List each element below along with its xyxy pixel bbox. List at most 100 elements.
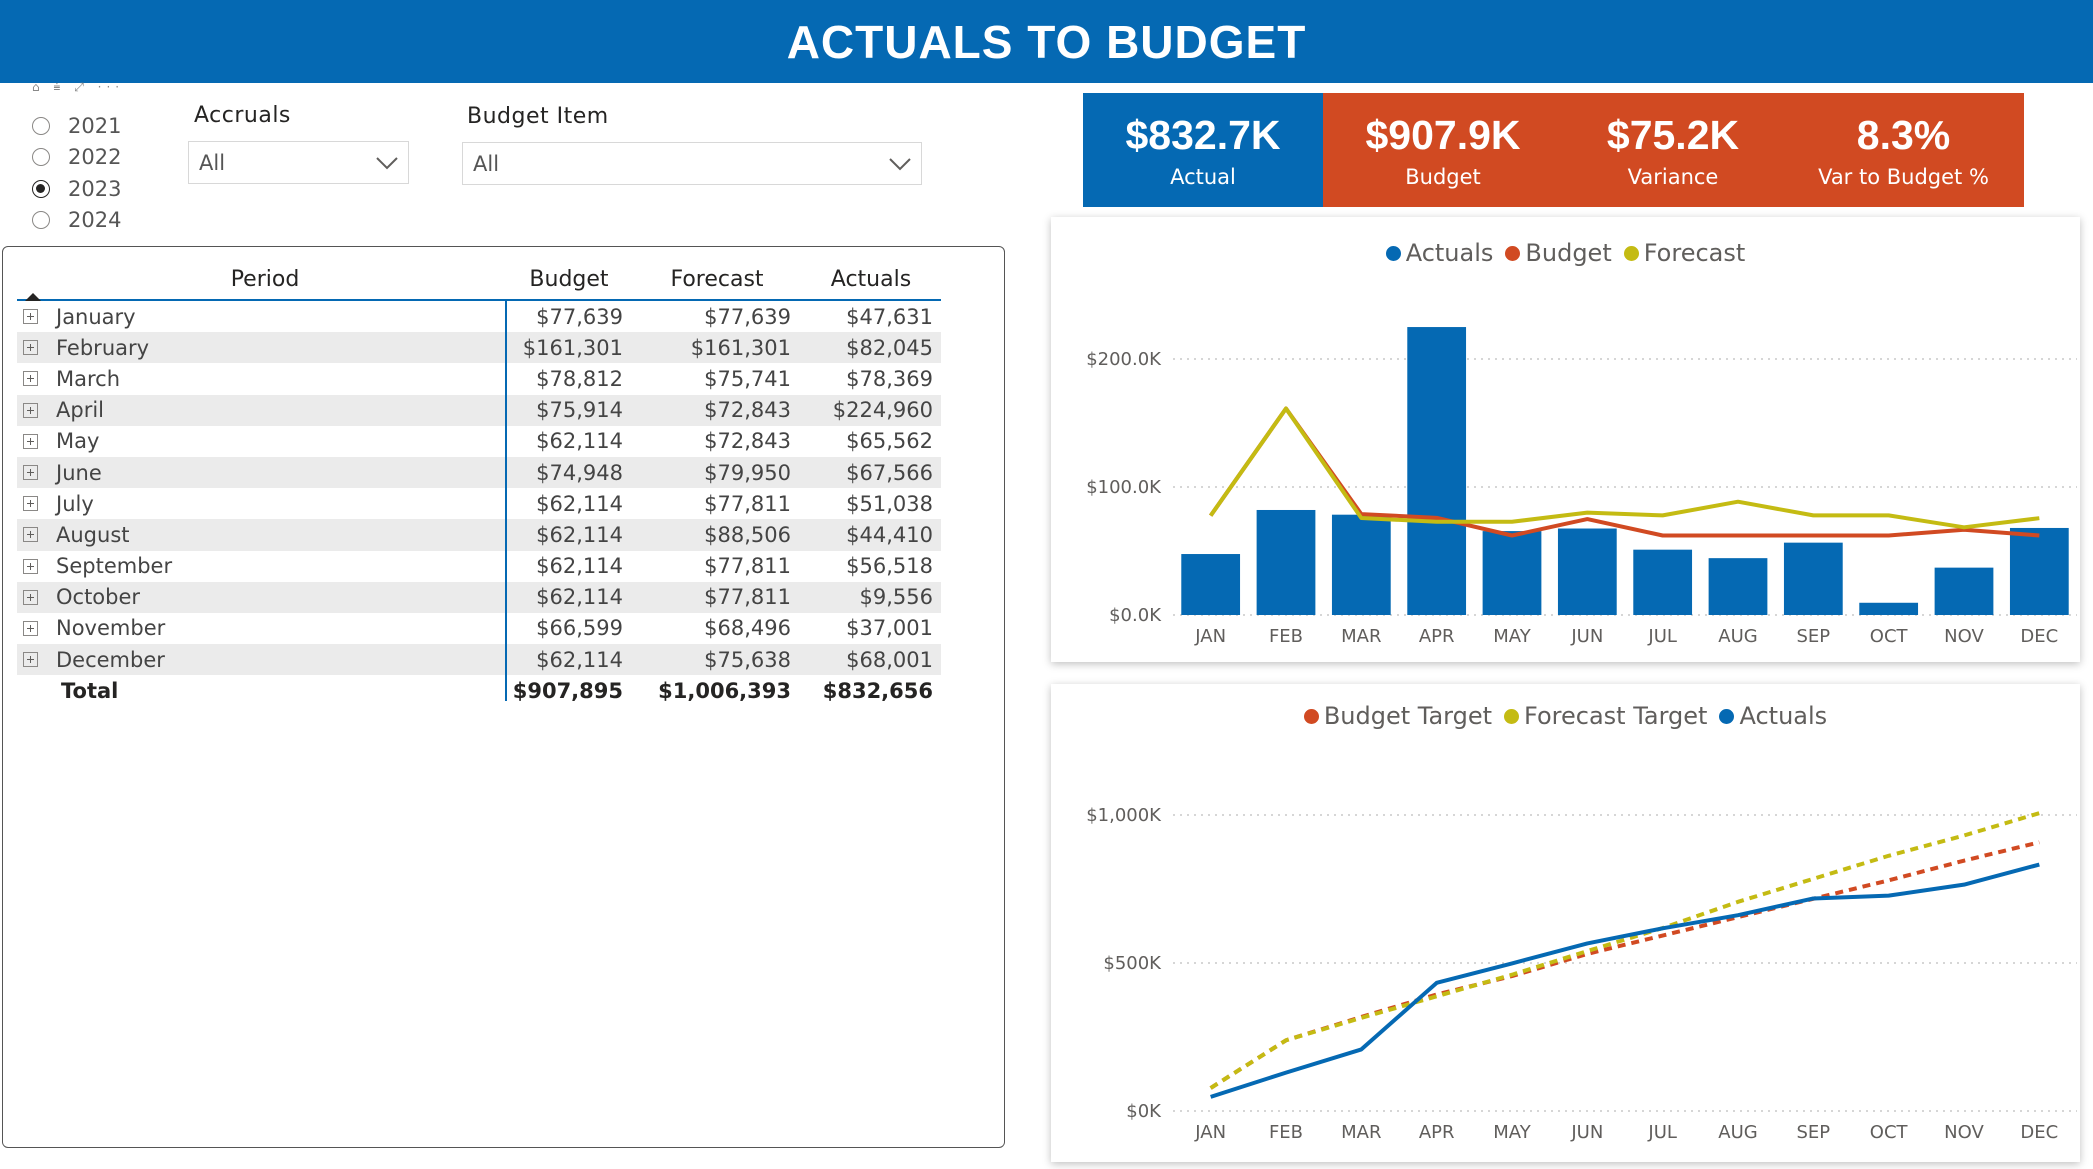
chart-legend: Actuals Budget Forecast (1051, 239, 2080, 267)
table-row[interactable]: February $161,301 $161,301 $82,045 (17, 332, 941, 364)
year-option-2024[interactable]: 2024 (32, 205, 121, 237)
legend-item-budget[interactable]: Budget (1505, 239, 1612, 267)
expand-icon[interactable] (23, 340, 38, 356)
bar-nov (1934, 567, 1994, 615)
legend-item-budget-target[interactable]: Budget Target (1303, 702, 1492, 730)
kpi-budget: $907.9K Budget (1323, 93, 1563, 207)
x-tick-label: AUG (1718, 1122, 1757, 1143)
legend-dot (1385, 245, 1401, 261)
expand-icon[interactable] (23, 620, 38, 636)
x-tick-label: JUL (1647, 1122, 1677, 1143)
bar-may (1482, 531, 1542, 615)
table-row[interactable]: November $66,599 $68,496 $37,001 (17, 613, 941, 644)
radio-button[interactable] (32, 148, 50, 167)
table-row[interactable]: April $75,914 $72,843 $224,960 (17, 394, 941, 426)
table-row[interactable]: January $77,639 $77,639 $47,631 (17, 301, 941, 332)
expand-icon[interactable] (23, 558, 38, 574)
legend-item-actuals[interactable]: Actuals (1385, 239, 1493, 267)
forecast-cell: $79,950 (704, 460, 791, 485)
column-header-budget[interactable]: Budget (529, 266, 609, 292)
column-header-forecast[interactable]: Forecast (670, 266, 764, 292)
table-body: January $77,639 $77,639 $47,631 February $161… (17, 301, 941, 706)
kpi-label: Budget (1405, 165, 1481, 189)
actuals-cell: $65,562 (846, 429, 933, 454)
legend-label: Forecast (1643, 239, 1746, 267)
budget-cell: $66,599 (536, 616, 623, 641)
legend-label: Budget (1525, 239, 1612, 267)
period-cell: April (17, 398, 505, 422)
budget-cell: $78,812 (536, 366, 623, 391)
series-line-budget-target (1209, 840, 2040, 1090)
x-tick-label: NOV (1944, 1122, 1984, 1143)
table-row[interactable]: October $62,114 $77,811 $9,556 (17, 581, 941, 613)
radio-button[interactable] (32, 211, 50, 230)
actuals-cell: $56,518 (846, 554, 933, 579)
period-cell: September (17, 554, 505, 578)
table-row[interactable]: May $62,114 $72,843 $65,562 (17, 426, 941, 457)
table-row[interactable]: March $78,812 $75,741 $78,369 (17, 363, 941, 394)
legend-item-forecast-target[interactable]: Forecast Target (1504, 702, 1707, 730)
budget-item-dropdown[interactable]: All (462, 142, 922, 185)
kpi-value: $75.2K (1606, 112, 1740, 158)
table-row[interactable]: July $62,114 $77,811 $51,038 (17, 488, 941, 519)
forecast-cell: $68,496 (704, 616, 791, 641)
expand-icon[interactable] (23, 465, 38, 481)
year-option-2023[interactable]: 2023 (32, 173, 121, 205)
budget-cell: $74,948 (536, 460, 623, 485)
year-option-2021[interactable]: 2021 (32, 110, 121, 142)
table-row[interactable]: June $74,948 $79,950 $67,566 (17, 456, 941, 489)
actuals-cell: $82,045 (846, 335, 933, 360)
period-cell: August (17, 523, 505, 547)
x-tick-label: DEC (2020, 626, 2058, 647)
period-cell: June (17, 461, 505, 485)
total-actuals-cell: $832,656 (822, 678, 933, 703)
expand-icon[interactable] (23, 652, 38, 668)
expand-icon[interactable] (23, 496, 38, 512)
year-option-2022[interactable]: 2022 (32, 142, 121, 174)
expand-icon[interactable] (23, 589, 38, 605)
budget-item-filter-label: Budget Item (467, 104, 609, 129)
y-tick-label: $0.0K (1109, 605, 1162, 626)
table-row[interactable]: September $62,114 $77,811 $56,518 (17, 551, 941, 582)
legend-item-forecast[interactable]: Forecast (1623, 239, 1746, 267)
legend-dot (1505, 245, 1521, 261)
period-cell: October (17, 585, 505, 609)
radio-button-selected[interactable] (32, 179, 50, 198)
expand-icon[interactable] (23, 433, 38, 449)
series-line-forecast-target (1209, 811, 2040, 1090)
table-row[interactable]: December $62,114 $75,638 $68,001 (17, 644, 941, 676)
x-tick-label: OCT (1870, 1122, 1909, 1143)
forecast-cell: $72,843 (704, 398, 791, 423)
table-row[interactable]: August $62,114 $88,506 $44,410 (17, 519, 941, 551)
forecast-cell: $88,506 (704, 522, 791, 547)
column-header-actuals[interactable]: Actuals (830, 266, 912, 292)
budget-cell: $75,914 (536, 398, 623, 423)
column-header-period[interactable]: Period (230, 266, 300, 292)
accruals-dropdown[interactable]: All (188, 141, 409, 184)
period-label: December (56, 647, 165, 672)
bar-sep (1783, 542, 1843, 615)
bar-oct (1859, 602, 1919, 615)
budget-cell: $161,301 (522, 335, 623, 360)
expand-icon[interactable] (23, 309, 38, 325)
actuals-cell: $51,038 (846, 491, 933, 516)
budget-cell: $62,114 (536, 491, 623, 516)
period-label: September (56, 554, 173, 579)
expand-icon[interactable] (23, 402, 38, 418)
radio-button[interactable] (32, 116, 50, 135)
accruals-filter-label: Accruals (194, 103, 291, 128)
legend-item-actuals[interactable]: Actuals (1719, 702, 1827, 730)
slicer-toolbar[interactable]: ⌂ ⩧ ⤢ ··· (32, 80, 125, 94)
legend-label: Forecast Target (1524, 702, 1708, 730)
x-tick-label: MAR (1341, 626, 1381, 647)
period-label: August (56, 522, 130, 547)
expand-icon[interactable] (23, 371, 38, 387)
period-cell: May (17, 429, 505, 453)
x-tick-label: JUN (1570, 626, 1603, 647)
sort-ascending-icon[interactable] (25, 293, 41, 301)
period-label: May (56, 429, 100, 454)
bar-jul (1633, 549, 1693, 615)
chevron-down-icon (889, 157, 911, 170)
forecast-cell: $77,811 (704, 554, 791, 579)
expand-icon[interactable] (23, 527, 38, 543)
